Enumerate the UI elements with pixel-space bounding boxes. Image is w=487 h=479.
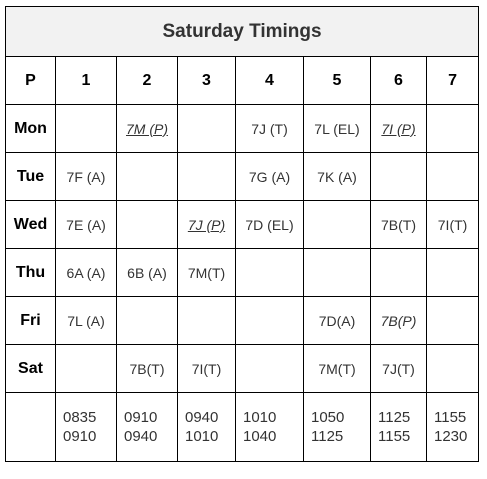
- slot-cell: 7I(T): [425, 200, 480, 249]
- day-label: Sat: [5, 344, 56, 393]
- slot-cell: [116, 200, 178, 249]
- slot-cell: 7M(T): [303, 344, 371, 393]
- day-label: Fri: [5, 296, 56, 345]
- slot-cell: 7G (A): [235, 152, 304, 201]
- header-row: P 1 2 3 4 5 6 7: [5, 56, 480, 105]
- time-range: 1010 1040: [235, 392, 304, 462]
- slot-cell: 7F (A): [55, 152, 117, 201]
- period-4-header: 4: [235, 56, 304, 105]
- slot-cell: [303, 200, 371, 249]
- timings-label-cell: [5, 392, 56, 462]
- slot-cell: 6A (A): [55, 248, 117, 297]
- day-label: Wed: [5, 200, 56, 249]
- table-row: Thu 6A (A) 6B (A) 7M(T): [5, 248, 480, 297]
- timings-row: 0835 0910 0910 0940 0940 1010 1010 1040 1050…: [5, 392, 480, 462]
- slot-cell: [425, 248, 480, 297]
- day-label: Tue: [5, 152, 56, 201]
- slot-cell: 7L (A): [55, 296, 117, 345]
- time-range: 0835 0910: [55, 392, 117, 462]
- table-row: Wed 7E (A) 7J (P) 7D (EL) 7B(T) 7I(T): [5, 200, 480, 249]
- slot-cell: 7D (EL): [235, 200, 304, 249]
- period-6-header: 6: [370, 56, 427, 105]
- slot-cell: 7I(T): [177, 344, 236, 393]
- slot-cell: 7B(P): [370, 296, 427, 345]
- slot-cell: 7I (P): [370, 104, 427, 153]
- time-range: 1125 1155: [370, 392, 427, 462]
- slot-cell: [303, 248, 371, 297]
- time-range: 1050 1125: [303, 392, 371, 462]
- slot-cell: [116, 296, 178, 345]
- slot-cell: [235, 248, 304, 297]
- slot-cell: 7L (EL): [303, 104, 371, 153]
- slot-cell: 7B(T): [116, 344, 178, 393]
- slot-cell: [425, 296, 480, 345]
- slot-cell: [425, 344, 480, 393]
- slot-cell: 6B (A): [116, 248, 178, 297]
- timetable: Saturday Timings P 1 2 3 4 5 6 7 Mon 7M …: [4, 6, 480, 462]
- slot-cell: [235, 344, 304, 393]
- slot-cell: 7J (P): [177, 200, 236, 249]
- time-range: 0940 1010: [177, 392, 236, 462]
- period-1-header: 1: [55, 56, 117, 105]
- slot-cell: [55, 104, 117, 153]
- slot-cell: 7J (T): [235, 104, 304, 153]
- table-row: Tue 7F (A) 7G (A) 7K (A): [5, 152, 480, 201]
- slot-cell: [370, 248, 427, 297]
- slot-cell: 7B(T): [370, 200, 427, 249]
- slot-cell: 7J(T): [370, 344, 427, 393]
- slot-cell: [55, 344, 117, 393]
- slot-cell: [177, 104, 236, 153]
- period-header: P: [5, 56, 56, 105]
- table-row: Sat 7B(T) 7I(T) 7M(T) 7J(T): [5, 344, 480, 393]
- period-5-header: 5: [303, 56, 371, 105]
- slot-cell: [425, 104, 480, 153]
- slot-cell: [370, 152, 427, 201]
- slot-cell: [116, 152, 178, 201]
- time-range: 1155 1230: [425, 392, 480, 462]
- slot-cell: [177, 152, 236, 201]
- slot-cell: 7K (A): [303, 152, 371, 201]
- day-label: Mon: [5, 104, 56, 153]
- time-range: 0910 0940: [116, 392, 178, 462]
- slot-cell: 7M (P): [116, 104, 178, 153]
- table-title: Saturday Timings: [4, 6, 480, 57]
- period-2-header: 2: [116, 56, 178, 105]
- table-row: Fri 7L (A) 7D(A) 7B(P): [5, 296, 480, 345]
- table-row: Mon 7M (P) 7J (T) 7L (EL) 7I (P): [5, 104, 480, 153]
- slot-cell: 7D(A): [303, 296, 371, 345]
- slot-cell: [177, 296, 236, 345]
- slot-cell: [235, 296, 304, 345]
- slot-cell: 7E (A): [55, 200, 117, 249]
- period-7-header: 7: [425, 56, 480, 105]
- slot-cell: [425, 152, 480, 201]
- period-3-header: 3: [177, 56, 236, 105]
- day-label: Thu: [5, 248, 56, 297]
- slot-cell: 7M(T): [177, 248, 236, 297]
